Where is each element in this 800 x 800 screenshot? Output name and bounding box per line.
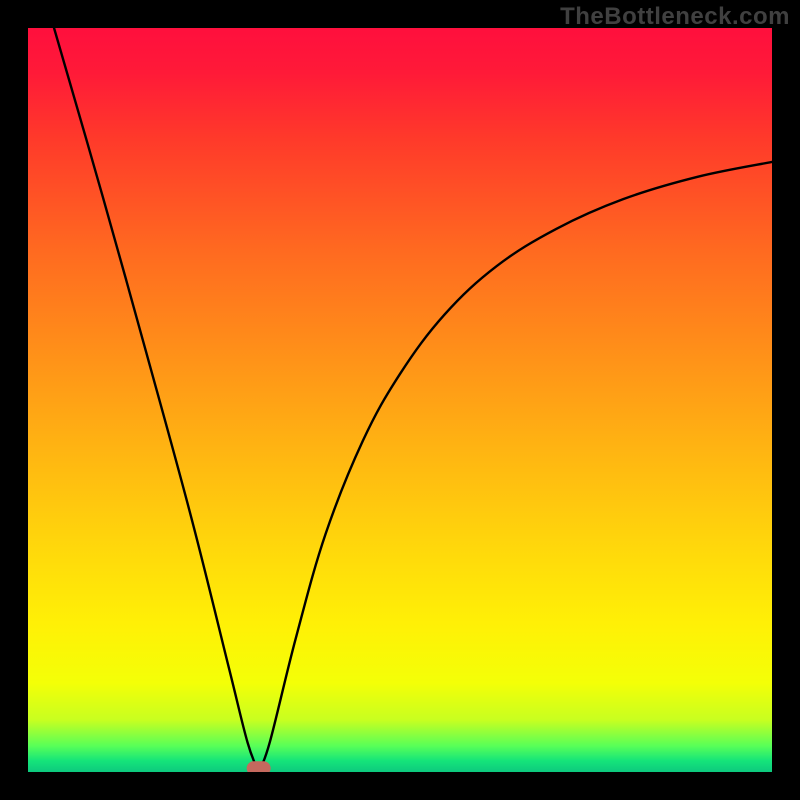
- plot-background: [28, 28, 772, 772]
- bottleneck-chart: [28, 28, 772, 772]
- minimum-marker: [247, 761, 271, 772]
- watermark-text: TheBottleneck.com: [560, 3, 790, 31]
- chart-svg: [28, 28, 772, 772]
